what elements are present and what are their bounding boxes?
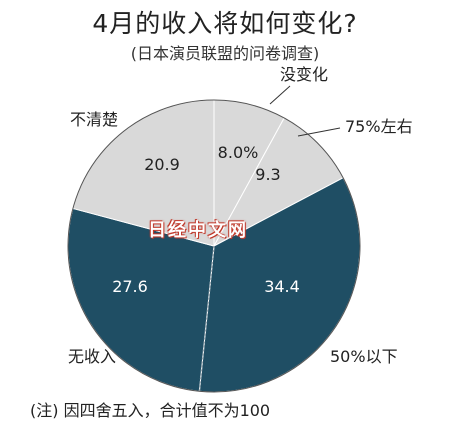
slice-value-label: 27.6 [112,277,148,296]
slice-value-label: 9.3 [255,165,280,184]
chart-title: 4月的收入将如何变化? [92,9,358,38]
slice-category-label: 无收入 [68,347,116,366]
watermark-logo: 日经中文网 [148,220,248,241]
slice-value-label: 34.4 [264,277,300,296]
pie-outline [67,99,361,393]
slice-category-label: 50%以下 [330,347,398,366]
leader-line [297,127,341,137]
slice-category-label: 不清楚 [70,110,118,129]
leader-line [269,85,291,105]
slice-divider [198,245,215,392]
slice-value-label: 20.9 [144,155,180,174]
chart-subtitle: (日本演员联盟的问卷调查) [130,44,320,63]
slice-value-label: 8.0% [218,143,259,162]
footnote: (注) 因四舍五入，合计值不为100 [30,401,271,420]
slice-category-label: 75%左右 [345,117,413,136]
slice-category-label: 没变化 [280,65,328,84]
